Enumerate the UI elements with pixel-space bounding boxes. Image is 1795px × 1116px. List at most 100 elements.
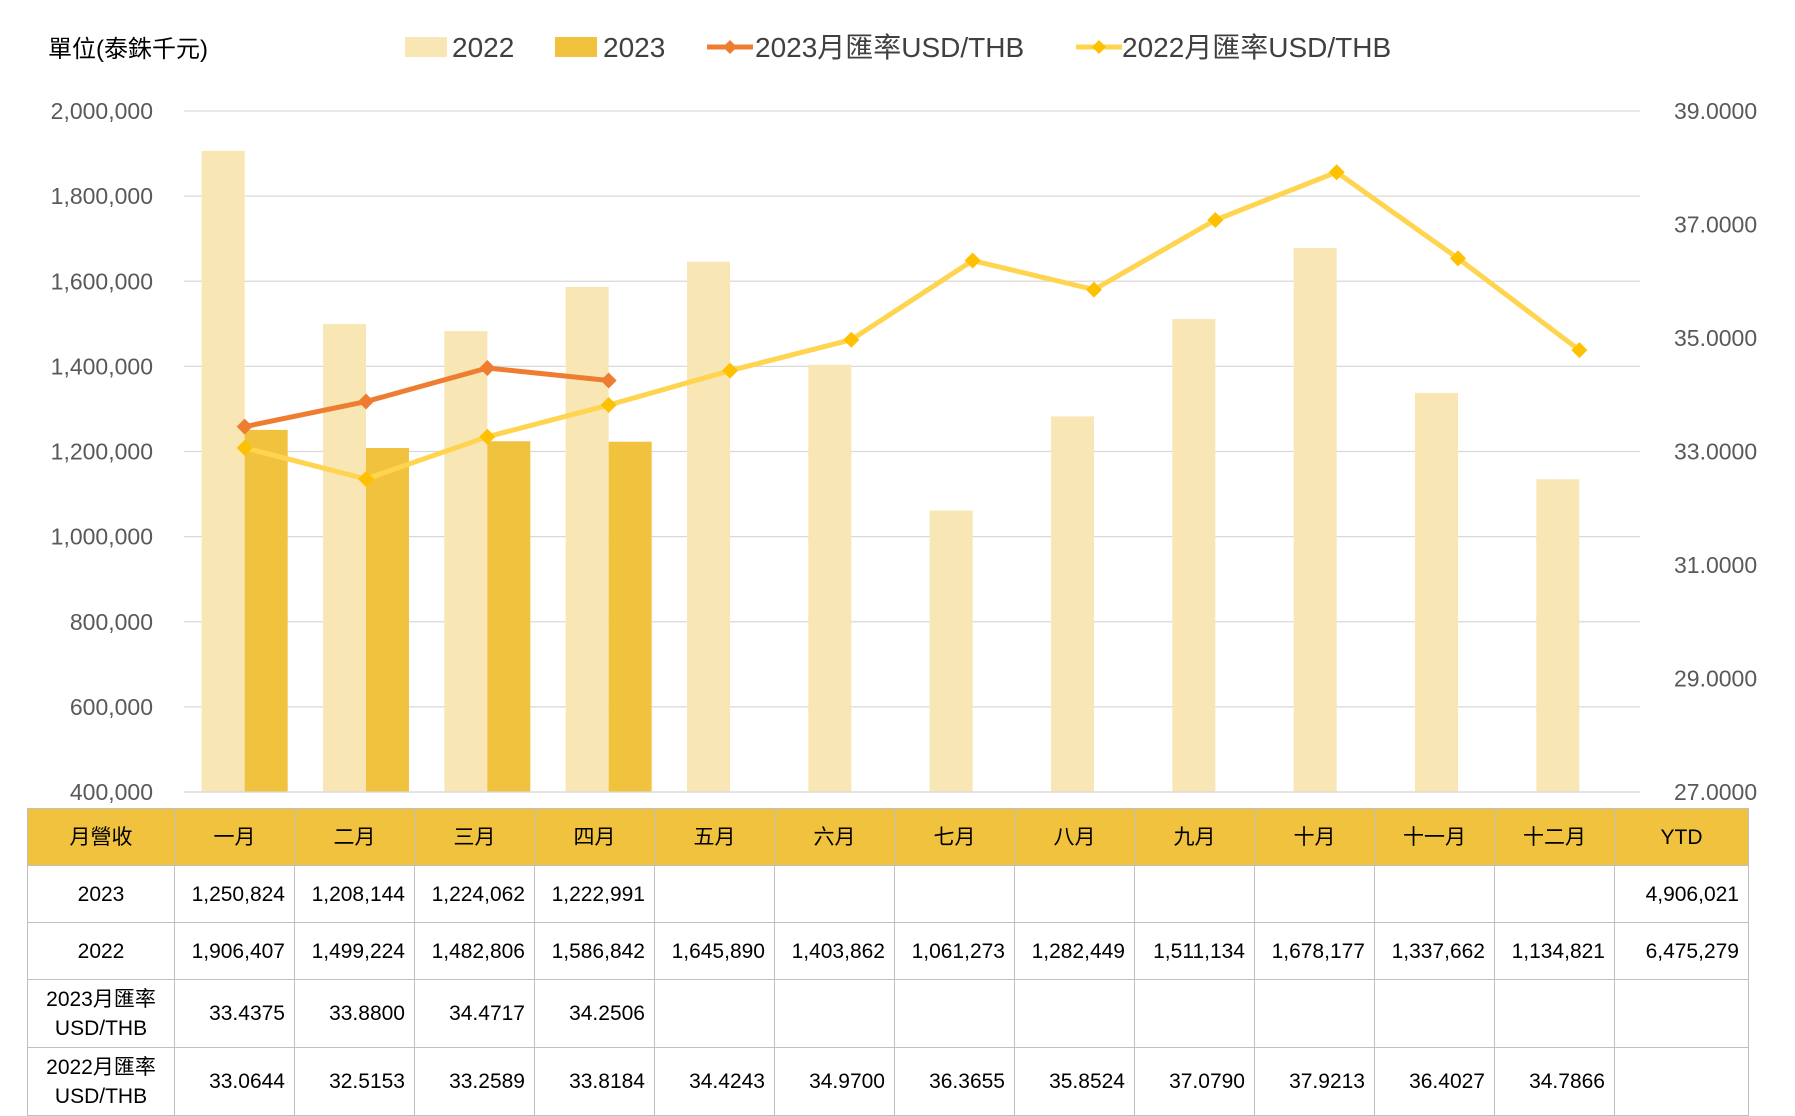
table-header-cell: 十二月	[1494, 808, 1615, 866]
fx-2022-marker	[358, 471, 374, 488]
bars	[184, 150, 1640, 793]
table-cell	[1494, 979, 1615, 1048]
table-cell	[1254, 979, 1375, 1048]
table-cell	[1614, 979, 1749, 1048]
legend: 2022 2023 2023月匯率USD/THB 2022月匯率USD/THB	[405, 32, 1391, 63]
fx-2022-line	[242, 169, 1582, 482]
table-cell: 1,061,273	[894, 922, 1015, 980]
table-body: 月營收 一月 二月 三月 四月 五月 六月 七月 八月 九月 十月 十一月 十二月 YTD 2023 1,25…	[27, 808, 1749, 1116]
right-tick-label: 35.0000	[1674, 325, 1757, 351]
table-cell: 1,208,144	[294, 865, 415, 923]
table-cell: 33.0644	[174, 1047, 295, 1116]
table-cell: 34.4717	[414, 979, 535, 1048]
right-tick-label: 33.0000	[1674, 439, 1757, 465]
table-header-cell: 七月	[894, 808, 1015, 866]
table-cell: 33.8184	[534, 1047, 655, 1116]
table-cell	[774, 979, 895, 1048]
table-cell	[1134, 865, 1255, 923]
left-tick-label: 2,000,000	[51, 98, 153, 124]
table-cell: 1,906,407	[174, 922, 295, 980]
table-header-row: 月營收 一月 二月 三月 四月 五月 六月 七月 八月 九月 十月 十一月 十二月 YTD	[27, 808, 1749, 866]
left-tick-label: 800,000	[70, 609, 153, 635]
row-label-line: 2023月匯率	[46, 987, 156, 1011]
row-label-line: USD/THB	[54, 1016, 148, 1040]
right-tick-label: 29.0000	[1674, 666, 1757, 692]
table-row: 2022月匯率 USD/THB 33.0644 32.5153 33.2589 33.81…	[27, 1047, 1749, 1116]
row-label-line: 2022月匯率	[46, 1055, 156, 1079]
bar-2022	[1172, 319, 1216, 792]
fx-2022-marker	[1086, 281, 1102, 298]
table-cell: 1,337,662	[1374, 922, 1495, 980]
table-cell: 1,482,806	[414, 922, 535, 980]
fx-2023-line	[242, 365, 612, 430]
table-cell: 32.5153	[294, 1047, 415, 1116]
fx-2022-marker	[1450, 250, 1466, 267]
table-cell: 4,906,021	[1614, 865, 1749, 923]
right-tick-label: 27.0000	[1674, 779, 1757, 805]
bar-2022	[929, 510, 973, 792]
table-row: 2023月匯率 USD/THB 33.4375 33.8800 34.4717 34.25…	[27, 979, 1749, 1048]
table-row-label: 2023	[27, 865, 175, 923]
table-cell: 1,282,449	[1014, 922, 1135, 980]
table-cell: 1,224,062	[414, 865, 535, 923]
table-header-cell: 九月	[1134, 808, 1255, 866]
right-tick-label: 39.0000	[1674, 98, 1757, 124]
row-label-line: 2022	[77, 939, 125, 963]
table-header-cell: 六月	[774, 808, 895, 866]
table-cell	[894, 979, 1015, 1048]
table-header-cell: 二月	[294, 808, 415, 866]
table-header-cell: 十月	[1254, 808, 1375, 866]
right-tick-label: 31.0000	[1674, 552, 1757, 578]
left-tick-label: 400,000	[70, 779, 153, 805]
bar-2022	[565, 286, 609, 792]
bar-2022	[687, 261, 730, 792]
table-header-cell: 四月	[534, 808, 655, 866]
fx-2023-marker	[479, 359, 496, 376]
fx-2023-marker	[236, 418, 253, 435]
left-tick-label: 1,200,000	[51, 439, 153, 465]
legend-2022-label: 2022	[452, 32, 514, 63]
bar-2022	[323, 324, 366, 792]
legend-2022-swatch	[405, 37, 447, 57]
bar-2022	[1415, 392, 1458, 792]
table-cell	[1254, 865, 1375, 923]
legend-2023-label: 2023	[603, 32, 665, 63]
table-row-label: 2023月匯率 USD/THB	[27, 979, 175, 1048]
right-tick-label: 37.0000	[1674, 212, 1757, 238]
table-cell	[774, 865, 895, 923]
legend-fx-2022-label: 2022月匯率USD/THB	[1122, 32, 1391, 63]
bar-2023	[366, 448, 409, 792]
left-tick-label: 1,800,000	[51, 183, 153, 209]
table-cell: 33.8800	[294, 979, 415, 1048]
table-header-cell: 十一月	[1374, 808, 1495, 866]
table-cell	[1134, 979, 1255, 1048]
fx-2022-marker	[600, 397, 617, 414]
table-cell: 35.8524	[1014, 1047, 1135, 1116]
lines	[236, 164, 1588, 488]
bar-2022	[201, 150, 245, 793]
bar-2022	[1536, 479, 1580, 792]
table-cell	[1494, 865, 1615, 923]
table-cell	[1014, 865, 1135, 923]
table-cell	[654, 865, 775, 923]
table-row: 2023 1,250,824 1,208,144 1,224,062 1,222,991…	[27, 865, 1749, 923]
bar-2022	[1051, 416, 1094, 792]
fx-2022-marker	[1328, 164, 1345, 181]
table-cell: 1,250,824	[174, 865, 295, 923]
table-cell: 6,475,279	[1614, 922, 1749, 980]
table-cell: 34.4243	[654, 1047, 775, 1116]
data-table: 月營收 一月 二月 三月 四月 五月 六月 七月 八月 九月 十月 十一月 十二月 YTD 2023 1,25…	[27, 808, 1749, 1116]
legend-fx-2022-marker	[1092, 40, 1106, 54]
table-cell: 34.2506	[534, 979, 655, 1048]
fx-2022-marker	[1571, 342, 1588, 359]
table-cell: 1,222,991	[534, 865, 655, 923]
legend-fx-2023-label: 2023月匯率USD/THB	[755, 32, 1024, 63]
table-row-label: 2022月匯率 USD/THB	[27, 1047, 175, 1116]
table-header-cell: YTD	[1614, 808, 1749, 866]
bar-2023	[244, 429, 288, 792]
bar-2023	[608, 441, 652, 792]
bar-2022	[1293, 247, 1337, 792]
table-cell	[1014, 979, 1135, 1048]
table-cell: 1,134,821	[1494, 922, 1615, 980]
table-cell: 34.7866	[1494, 1047, 1615, 1116]
